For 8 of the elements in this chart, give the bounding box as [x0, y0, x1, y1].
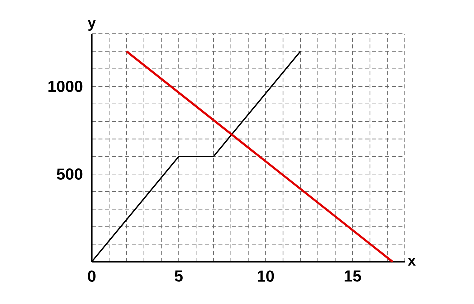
x-tick-label: 0	[88, 270, 96, 282]
y-axis-title: y	[88, 20, 96, 32]
x-tick-label: 15	[344, 270, 362, 282]
x-axis-title: x	[408, 258, 416, 266]
x-tick-label: 5	[175, 270, 183, 282]
y-tick-label: 500	[57, 168, 83, 180]
x-tick-label: 10	[258, 270, 274, 282]
y-tick-label: 1000	[48, 80, 83, 92]
